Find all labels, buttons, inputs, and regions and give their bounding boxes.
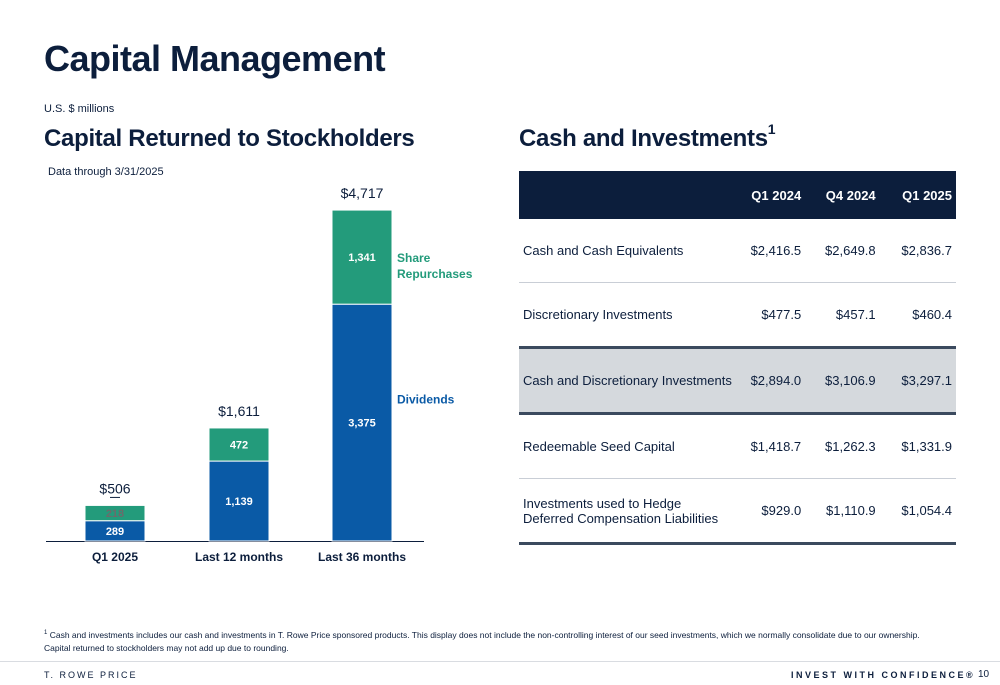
row-label: Redeemable Seed Capital [519, 413, 737, 479]
page-number: 10 [978, 669, 990, 680]
cell-value: $2,894.0 [736, 346, 806, 415]
table-header-blank [519, 171, 737, 219]
table-header-q4-2024: Q4 2024 [805, 171, 880, 219]
brand-name: T. ROWE PRICE [44, 670, 138, 680]
legend-share-repurchases-line1: Share [397, 251, 431, 265]
cell-value: $2,836.7 [879, 219, 956, 283]
cell-value: $457.1 [805, 282, 880, 348]
data-through-label: Data through 3/31/2025 [48, 166, 164, 178]
table-row: Investments used to Hedge Deferred Compe… [519, 478, 956, 545]
bar-value-label: 1,139 [225, 496, 253, 508]
table-header-q1-2024: Q1 2024 [736, 171, 806, 219]
cell-value: $2,416.5 [736, 219, 806, 283]
brand-tagline: INVEST WITH CONFIDENCE® [791, 670, 976, 680]
cell-value: $1,110.9 [805, 478, 880, 545]
row-label: Investments used to Hedge Deferred Compe… [519, 478, 737, 545]
legend-share-repurchases-line2: Repurchases [397, 267, 473, 281]
bar-share-repurchases [84, 504, 146, 522]
cash-investments-table: Q1 2024 Q4 2024 Q1 2025 Cash and Cash Eq… [519, 171, 956, 545]
footnote: 1 Cash and investments includes our cash… [44, 627, 944, 655]
cell-value: $929.0 [736, 478, 806, 545]
cell-value: $1,054.4 [879, 478, 956, 545]
page-title: Capital Management [44, 38, 386, 79]
bar-value-label: 472 [230, 440, 248, 452]
x-tick-label: Last 36 months [318, 550, 406, 564]
capital-returned-heading: Capital Returned to Stockholders [44, 125, 415, 152]
cash-investments-heading-text: Cash and Investments [519, 125, 768, 152]
table-row: Cash and Cash Equivalents $2,416.5 $2,64… [519, 219, 956, 283]
x-tick-label: Last 12 months [195, 550, 283, 564]
bar-dividends [208, 460, 270, 542]
cell-value: $460.4 [879, 282, 956, 348]
bar-total-label: $1,611 [218, 403, 260, 419]
units-label: U.S. $ millions [44, 103, 115, 115]
footnote-marker: 1 [44, 630, 48, 636]
cell-value: $477.5 [736, 282, 806, 348]
legend-dividends: Dividends [397, 393, 455, 407]
footnote-line-2: Capital returned to stockholders may not… [44, 642, 289, 653]
cell-value: $1,331.9 [879, 413, 956, 479]
cell-value: $1,262.3 [805, 413, 880, 479]
bar-value-label: 1,341 [348, 252, 376, 264]
table-row: Discretionary Investments $477.5 $457.1 … [519, 282, 956, 348]
table-row: Redeemable Seed Capital $1,418.7 $1,262.… [519, 413, 956, 479]
table-header-row: Q1 2024 Q4 2024 Q1 2025 [519, 171, 956, 219]
footer-divider [0, 661, 1000, 662]
bar-value-label: 3,375 [348, 418, 376, 430]
x-tick-label: Q1 2025 [92, 550, 138, 564]
table-header-q1-2025: Q1 2025 [879, 171, 956, 219]
bar-share-repurchases [208, 427, 270, 462]
row-label: Cash and Cash Equivalents [519, 219, 737, 283]
bar-total-label: $4,717 [341, 185, 384, 201]
row-label: Discretionary Investments [519, 282, 737, 348]
row-label: Cash and Discretionary Investments [519, 346, 737, 415]
bar-share-repurchases [331, 209, 393, 305]
bar-value-label: 218 [106, 508, 124, 520]
capital-returned-chart: 289 218 $506 Q1 2025 1,139 472 $1,611 Last 12 m… [46, 185, 473, 564]
bar-dividends [331, 303, 393, 542]
footnote-line-1: 1 Cash and investments includes our cash… [44, 627, 944, 642]
cell-value: $1,418.7 [736, 413, 806, 479]
footnote-text: Cash and investments includes our cash a… [47, 629, 920, 640]
cell-value: $3,106.9 [805, 346, 880, 415]
table-row-highlighted: Cash and Discretionary Investments $2,89… [519, 346, 956, 415]
bar-total-label: $506 [99, 480, 130, 496]
cell-value: $2,649.8 [805, 219, 880, 283]
cash-investments-heading: Cash and Investments1 [519, 121, 776, 153]
heading-footnote-marker: 1 [767, 121, 776, 137]
bar-value-label: 289 [106, 526, 124, 538]
cell-value: $3,297.1 [879, 346, 956, 415]
